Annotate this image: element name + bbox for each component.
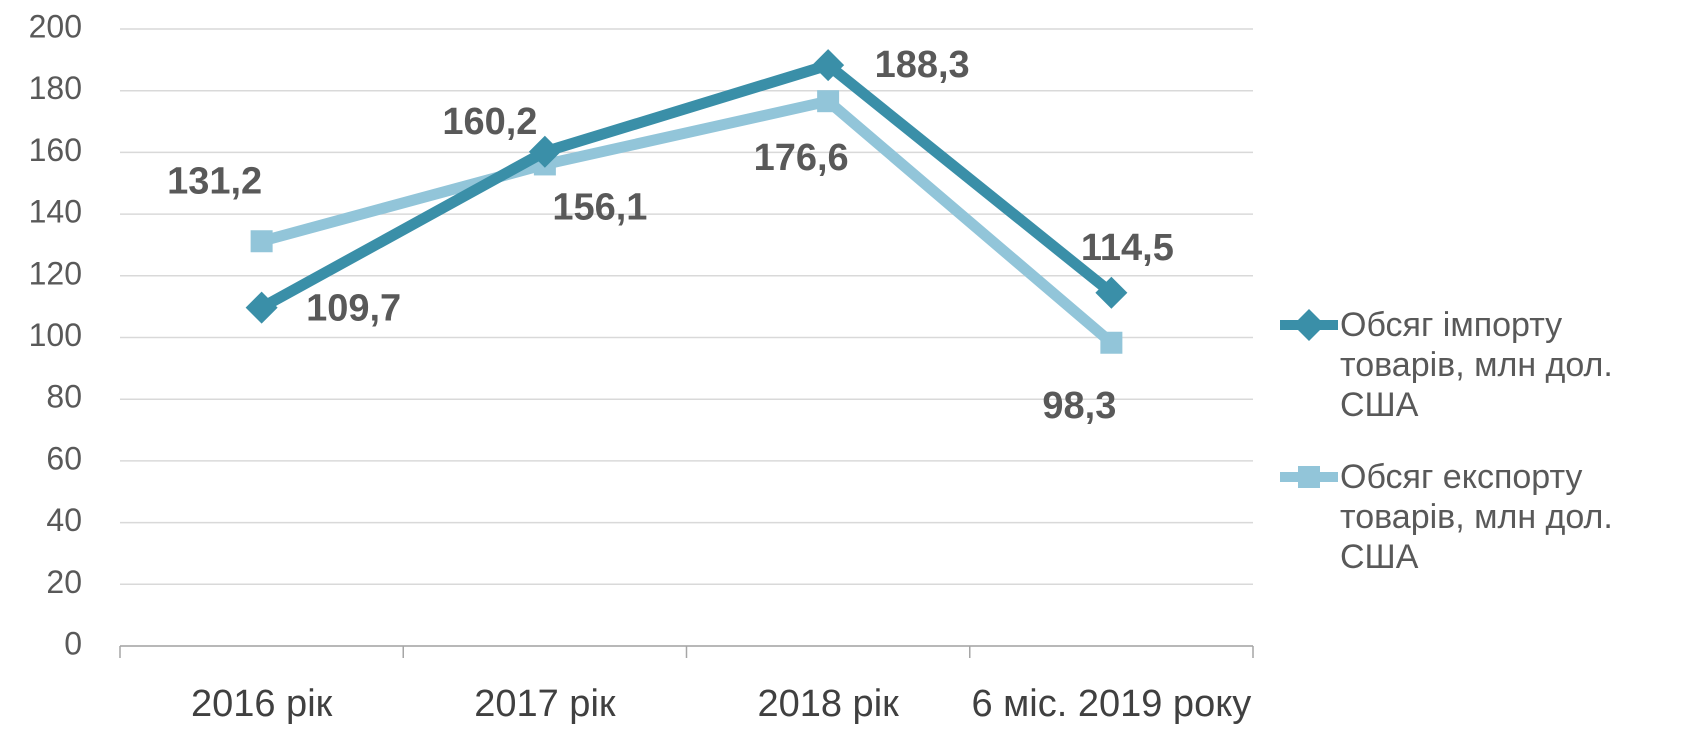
legend-item: Обсяг експорту товарів, млн дол. США: [1278, 457, 1678, 577]
x-tick-label: 6 міс. 2019 року: [971, 683, 1251, 725]
data-label: 160,2: [442, 101, 537, 143]
point: [528, 135, 561, 168]
point: [812, 49, 845, 82]
point: [1095, 276, 1128, 309]
legend-item: Обсяг імпорту товарів, млн дол. США: [1278, 305, 1678, 425]
x-tick-label: 2017 рік: [474, 683, 616, 725]
legend-label: Обсяг імпорту товарів, млн дол. США: [1340, 306, 1613, 424]
y-tick-label: 120: [29, 255, 82, 291]
data-label: 98,3: [1042, 385, 1116, 427]
data-label: 131,2: [167, 160, 262, 202]
y-tick-label: 40: [46, 502, 82, 538]
data-label: 176,6: [754, 137, 849, 179]
line: [258, 59, 1115, 313]
point: [250, 230, 273, 253]
x-tick-label: 2018 рік: [757, 683, 899, 725]
point: [1298, 466, 1320, 488]
x-tick-label: 2016 рік: [191, 683, 333, 725]
point: [1293, 309, 1325, 341]
point: [817, 90, 840, 113]
point: [245, 291, 278, 324]
data-label: 156,1: [552, 186, 647, 228]
y-tick-label: 160: [29, 132, 82, 168]
line: [260, 95, 1115, 347]
legend-label: Обсяг експорту товарів, млн дол. США: [1340, 458, 1613, 576]
y-tick-label: 100: [29, 317, 82, 353]
legend-symbol: [1280, 309, 1338, 341]
data-label: 109,7: [306, 288, 401, 330]
y-tick-label: 180: [29, 70, 82, 106]
y-tick-label: 140: [29, 194, 82, 230]
y-tick-label: 80: [46, 379, 82, 415]
y-tick-label: 0: [64, 625, 82, 661]
data-label: 188,3: [875, 44, 970, 86]
data-label: 114,5: [1081, 227, 1174, 269]
point: [1100, 331, 1123, 354]
y-tick-label: 200: [29, 8, 82, 44]
legend-symbol: [1280, 466, 1338, 488]
y-tick-label: 20: [46, 564, 82, 600]
y-tick-label: 60: [46, 440, 82, 476]
